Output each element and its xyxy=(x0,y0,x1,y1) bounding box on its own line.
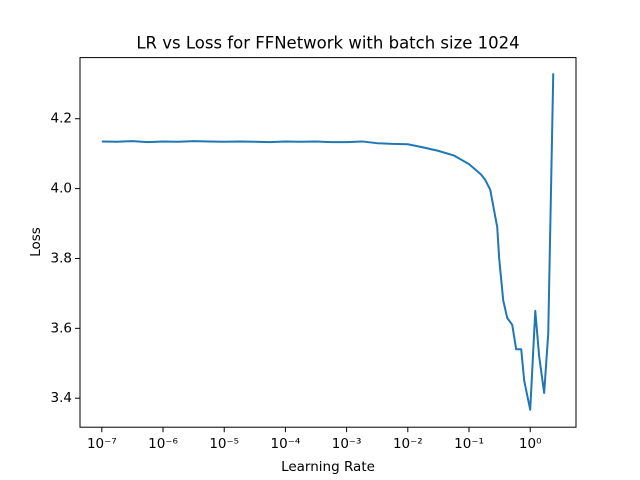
x-tick-label: 10⁻⁵ xyxy=(209,436,239,452)
y-tick-label: 4.0 xyxy=(51,181,72,197)
x-tick-label: 10⁻¹ xyxy=(454,436,484,452)
y-tick-label: 3.4 xyxy=(51,390,72,406)
y-axis-label: Loss xyxy=(28,227,44,257)
x-axis-label: Learning Rate xyxy=(281,459,375,475)
x-tick-label: 10⁰ xyxy=(519,436,542,452)
x-tick-label: 10⁻³ xyxy=(332,436,362,452)
x-tick-label: 10⁻⁴ xyxy=(271,436,301,452)
y-tick-label: 3.6 xyxy=(51,320,72,336)
x-tick-label: 10⁻⁷ xyxy=(87,436,117,452)
x-tick-label: 10⁻⁶ xyxy=(148,436,178,452)
y-tick-label: 4.2 xyxy=(51,111,72,127)
x-tick-label: 10⁻² xyxy=(393,436,423,452)
chart-title: LR vs Loss for FFNetwork with batch size… xyxy=(136,34,519,53)
loss-line xyxy=(101,73,555,411)
plot-frame xyxy=(79,57,577,428)
y-tick-label: 3.8 xyxy=(51,250,72,266)
